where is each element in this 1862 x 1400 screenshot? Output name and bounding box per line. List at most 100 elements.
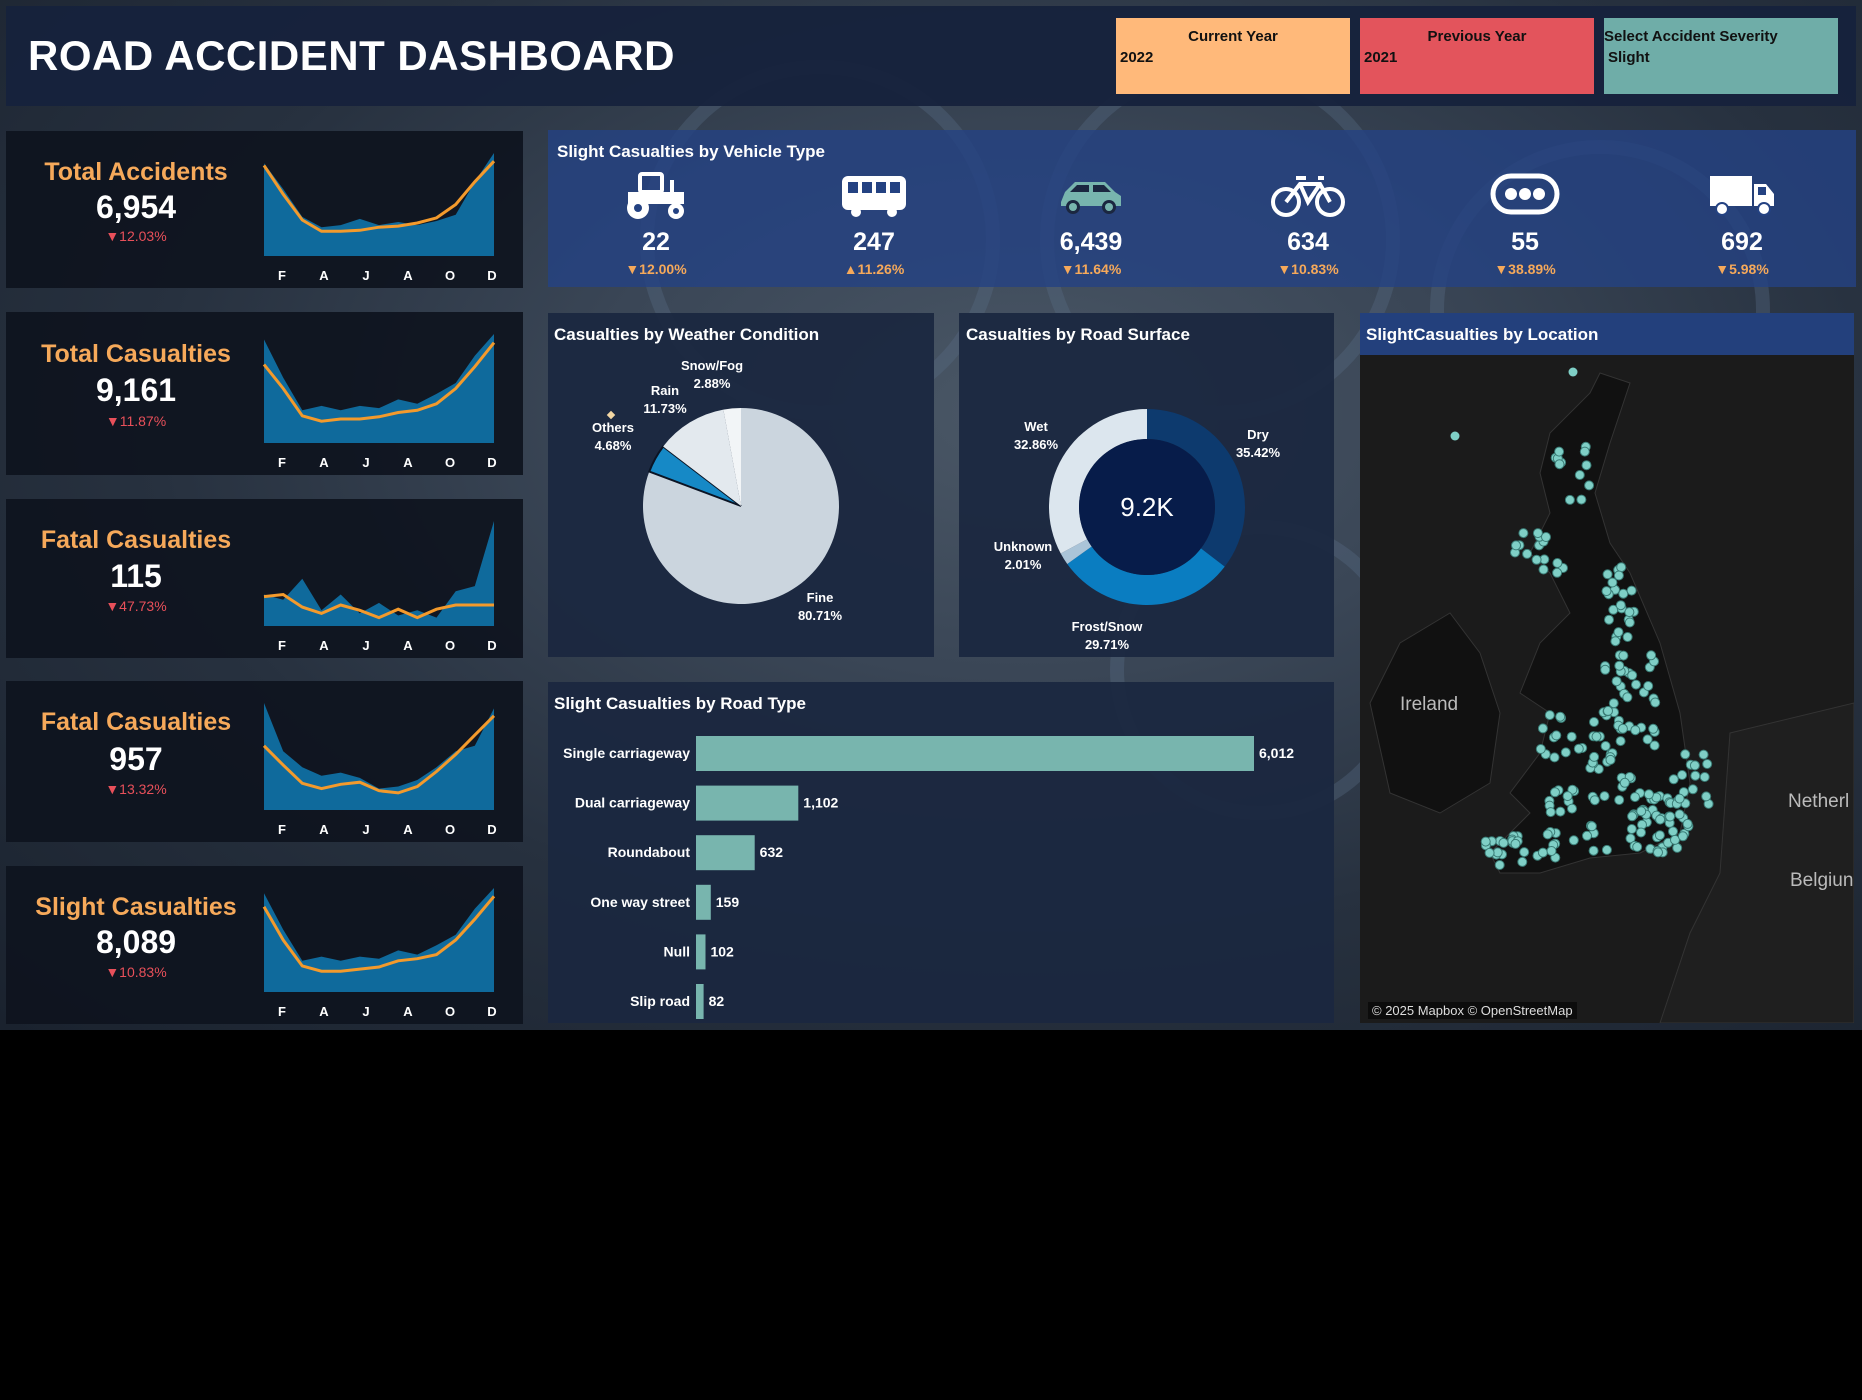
- map-point[interactable]: [1591, 731, 1602, 742]
- map-point[interactable]: [1701, 791, 1712, 802]
- map-point[interactable]: [1581, 460, 1592, 471]
- map-point[interactable]: [1599, 791, 1610, 802]
- map-point[interactable]: [1602, 569, 1613, 580]
- pie-slice[interactable]: [647, 445, 742, 507]
- map-point[interactable]: [1568, 367, 1578, 377]
- previous-year-filter[interactable]: Previous Year 2021: [1360, 18, 1594, 94]
- map-point[interactable]: [1555, 806, 1566, 817]
- map-point[interactable]: [1610, 636, 1621, 647]
- map-point[interactable]: [1632, 841, 1643, 852]
- map-point[interactable]: [1668, 774, 1679, 785]
- map-point[interactable]: [1631, 679, 1641, 690]
- donut-slice[interactable]: [1147, 409, 1245, 567]
- map-point[interactable]: [1665, 811, 1676, 822]
- map-point[interactable]: [1542, 829, 1553, 840]
- vehicle-truck[interactable]: 692 ▼5.98%: [1682, 170, 1802, 277]
- map-point[interactable]: [1605, 754, 1616, 765]
- vehicle-other[interactable]: 55 ▼38.89%: [1465, 170, 1585, 277]
- map-point[interactable]: [1554, 446, 1565, 457]
- map-point[interactable]: [1544, 710, 1555, 721]
- map-point[interactable]: [1614, 660, 1625, 671]
- map-point[interactable]: [1560, 747, 1571, 758]
- map-point[interactable]: [1690, 770, 1701, 781]
- map-point[interactable]: [1494, 860, 1505, 870]
- map-point[interactable]: [1517, 856, 1528, 867]
- map-point[interactable]: [1552, 567, 1563, 578]
- map-point[interactable]: [1574, 470, 1585, 480]
- bar[interactable]: [696, 884, 711, 920]
- map-point[interactable]: [1519, 847, 1530, 858]
- map-point[interactable]: [1668, 826, 1678, 837]
- map-point[interactable]: [1630, 725, 1641, 736]
- map-point[interactable]: [1510, 838, 1521, 849]
- map-point[interactable]: [1677, 831, 1688, 842]
- map-point[interactable]: [1618, 650, 1629, 661]
- map-point[interactable]: [1622, 692, 1633, 703]
- map-point[interactable]: [1613, 627, 1624, 638]
- map-point[interactable]: [1643, 681, 1654, 691]
- map-point[interactable]: [1699, 772, 1710, 782]
- map-point[interactable]: [1624, 617, 1635, 628]
- map-point[interactable]: [1555, 711, 1566, 722]
- map-point[interactable]: [1622, 632, 1633, 642]
- bar[interactable]: [696, 934, 706, 970]
- map-point[interactable]: [1537, 847, 1548, 858]
- map-point[interactable]: [1484, 847, 1495, 858]
- map-point[interactable]: [1600, 741, 1611, 751]
- map-point[interactable]: [1535, 744, 1546, 754]
- map-point[interactable]: [1677, 770, 1688, 780]
- map-point[interactable]: [1589, 751, 1600, 762]
- donut-slice[interactable]: [1060, 539, 1092, 564]
- map-point[interactable]: [1608, 698, 1619, 709]
- map-point[interactable]: [1584, 480, 1595, 491]
- map-point[interactable]: [1607, 577, 1618, 588]
- map-point[interactable]: [1579, 446, 1590, 457]
- map-point[interactable]: [1541, 532, 1551, 542]
- map-point[interactable]: [1601, 586, 1612, 597]
- map-point[interactable]: [1615, 736, 1626, 747]
- map-point[interactable]: [1613, 570, 1624, 581]
- uk-map[interactable]: Ireland Netherl Belgiun: [1360, 313, 1854, 1023]
- vehicle-bus[interactable]: 247 ▲11.26%: [814, 170, 934, 277]
- map-point[interactable]: [1674, 793, 1685, 804]
- map-point[interactable]: [1636, 806, 1647, 817]
- map-point[interactable]: [1566, 731, 1577, 742]
- map-point[interactable]: [1655, 814, 1666, 825]
- map-point[interactable]: [1564, 494, 1575, 505]
- map-point[interactable]: [1682, 818, 1693, 829]
- map-point[interactable]: [1654, 830, 1665, 841]
- bar[interactable]: [696, 736, 1254, 771]
- map-point[interactable]: [1567, 803, 1577, 814]
- bar[interactable]: [696, 984, 704, 1019]
- map-point[interactable]: [1619, 777, 1630, 788]
- map-point[interactable]: [1573, 743, 1584, 754]
- map-point[interactable]: [1603, 705, 1613, 716]
- map-point[interactable]: [1532, 528, 1543, 539]
- map-point[interactable]: [1588, 845, 1599, 856]
- map-point[interactable]: [1650, 697, 1661, 708]
- map-point[interactable]: [1698, 749, 1709, 760]
- map-point[interactable]: [1531, 554, 1542, 565]
- severity-filter[interactable]: Select Accident Severity Slight: [1604, 18, 1838, 94]
- map-point[interactable]: [1582, 830, 1592, 841]
- donut-slice[interactable]: [1067, 546, 1225, 605]
- map-point[interactable]: [1604, 614, 1614, 625]
- map-point[interactable]: [1625, 833, 1636, 844]
- map-point[interactable]: [1545, 807, 1556, 818]
- vehicle-car[interactable]: 6,439 ▼11.64%: [1031, 170, 1151, 277]
- map-point[interactable]: [1649, 740, 1660, 751]
- map-point[interactable]: [1642, 734, 1653, 745]
- pie-slice[interactable]: [663, 409, 741, 506]
- map-point[interactable]: [1550, 787, 1560, 798]
- map-point[interactable]: [1702, 759, 1713, 769]
- map-point[interactable]: [1518, 528, 1529, 539]
- map-point[interactable]: [1689, 760, 1700, 771]
- current-year-filter[interactable]: Current Year 2022: [1116, 18, 1350, 94]
- map-point[interactable]: [1643, 789, 1654, 800]
- map-point[interactable]: [1648, 723, 1659, 734]
- map-point[interactable]: [1576, 494, 1587, 505]
- map-point[interactable]: [1611, 676, 1622, 687]
- map-point[interactable]: [1552, 558, 1563, 568]
- map-point[interactable]: [1646, 650, 1657, 661]
- bar[interactable]: [696, 785, 799, 821]
